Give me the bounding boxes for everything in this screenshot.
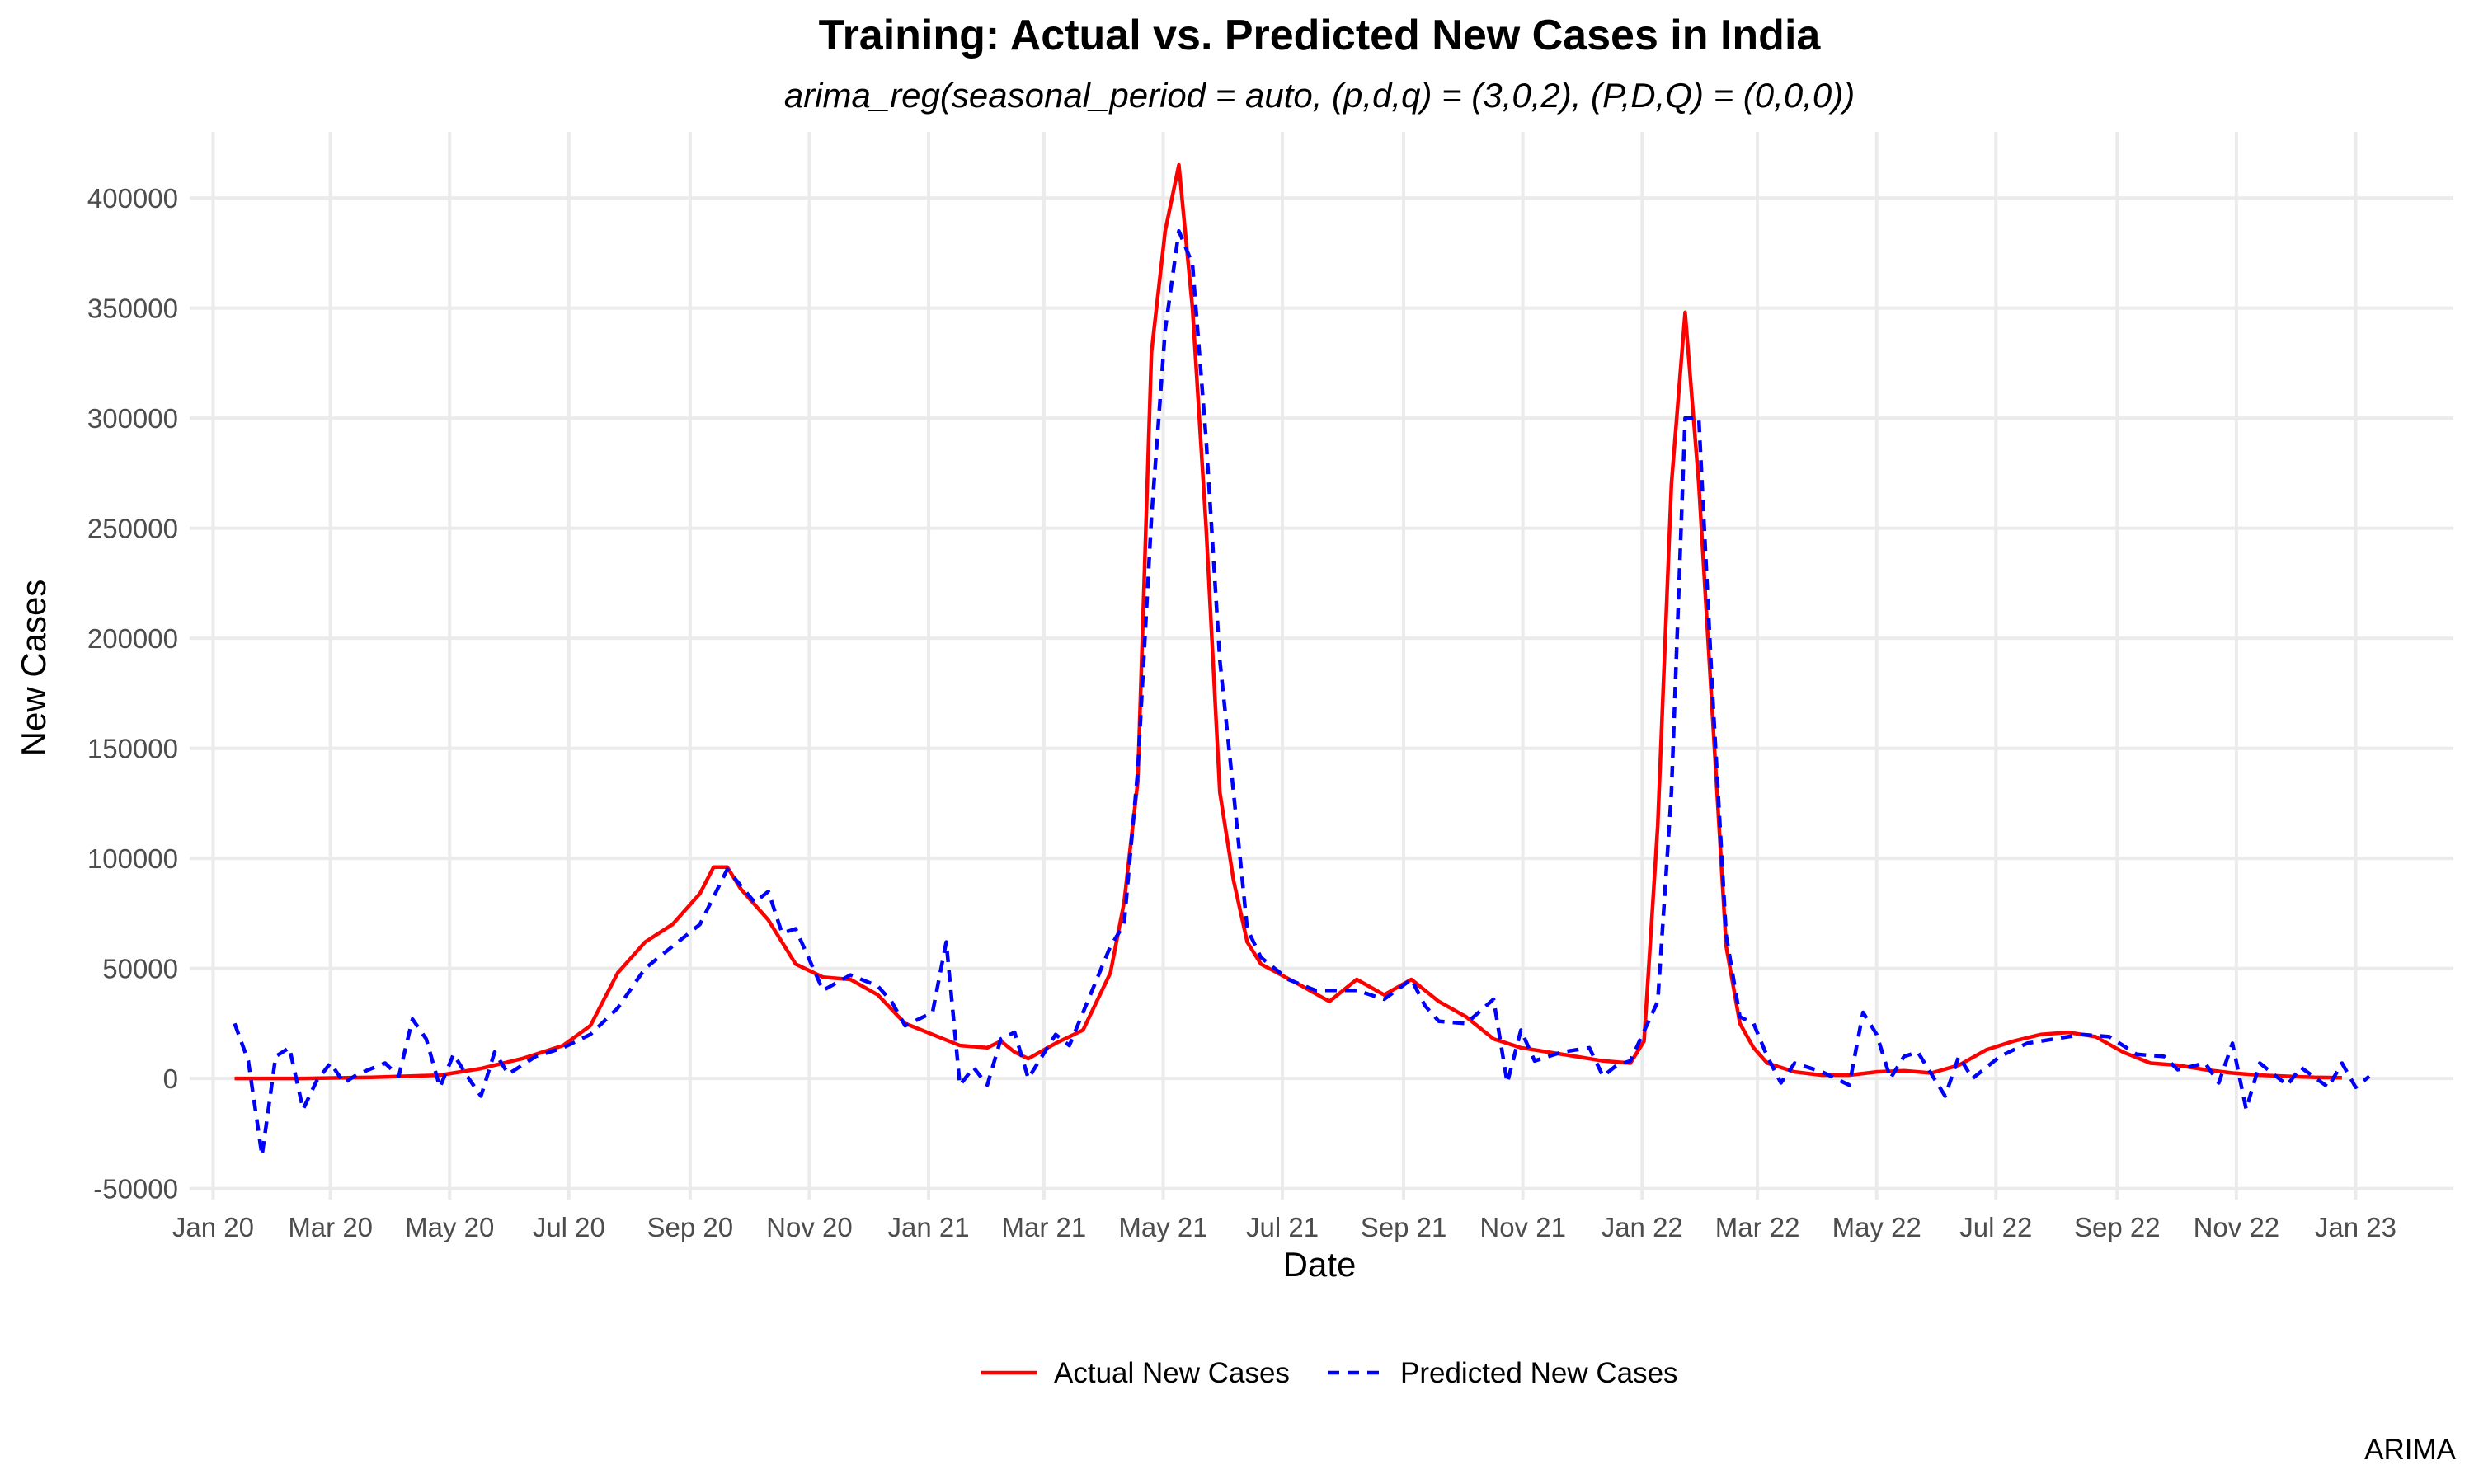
y-tick-label: 200000 [87,623,178,654]
chart-caption: ARIMA [2364,1434,2457,1466]
x-tick-label: Nov 21 [1479,1212,1566,1242]
y-tick-label: 400000 [87,183,178,214]
y-tick-label: 50000 [102,954,178,984]
x-tick-label: Sep 22 [2074,1212,2161,1242]
y-tick-label: 150000 [87,734,178,764]
y-tick-label: 250000 [87,514,178,544]
legend-label-actual: Actual New Cases [1054,1357,1290,1389]
legend: Actual New Cases Predicted New Cases [981,1357,1678,1389]
x-tick-label: Mar 21 [1002,1212,1087,1242]
series-line-actual [234,162,2342,1081]
chart-title: Training: Actual vs. Predicted New Cases… [819,12,1822,59]
x-tick-label: Jan 23 [2315,1212,2396,1242]
x-tick-label: Nov 20 [766,1212,853,1242]
series-line-predicted [233,228,2371,1158]
x-tick-label: Sep 21 [1361,1212,1447,1242]
y-axis-title: New Cases [14,580,53,757]
x-axis-title: Date [1283,1245,1357,1284]
x-tick-label: Jan 22 [1602,1212,1683,1242]
x-tick-label: Sep 20 [647,1212,734,1242]
y-tick-label: 350000 [87,294,178,324]
series-lines [233,162,2371,1158]
x-tick-label: Mar 22 [1715,1212,1800,1242]
x-tick-label: May 21 [1118,1212,1207,1242]
x-tick-label: Nov 22 [2194,1212,2280,1242]
x-axis-ticks: Jan 20 Mar 20 May 20 Jul 20 Sep 20 Nov 20 Jan … [172,1212,2396,1242]
chart-subtitle: arima_reg(seasonal_period = auto, (p,d,q… [784,76,1855,115]
grid [190,132,2453,1200]
x-tick-label: Jul 22 [1959,1212,2032,1242]
x-tick-label: Jul 20 [533,1212,605,1242]
y-tick-label: -50000 [93,1174,178,1205]
x-tick-label: Jan 21 [887,1212,969,1242]
x-tick-label: Jul 21 [1246,1212,1319,1242]
x-tick-label: May 22 [1832,1212,1921,1242]
x-tick-label: Mar 20 [288,1212,373,1242]
y-tick-label: 100000 [87,843,178,874]
y-axis-ticks: -50000 0 50000 100000 150000 200000 250000 3000… [87,183,178,1205]
x-tick-label: May 20 [405,1212,494,1242]
y-tick-label: 0 [163,1064,178,1094]
y-tick-label: 300000 [87,403,178,434]
legend-label-predicted: Predicted New Cases [1400,1357,1678,1389]
x-tick-label: Jan 20 [172,1212,254,1242]
